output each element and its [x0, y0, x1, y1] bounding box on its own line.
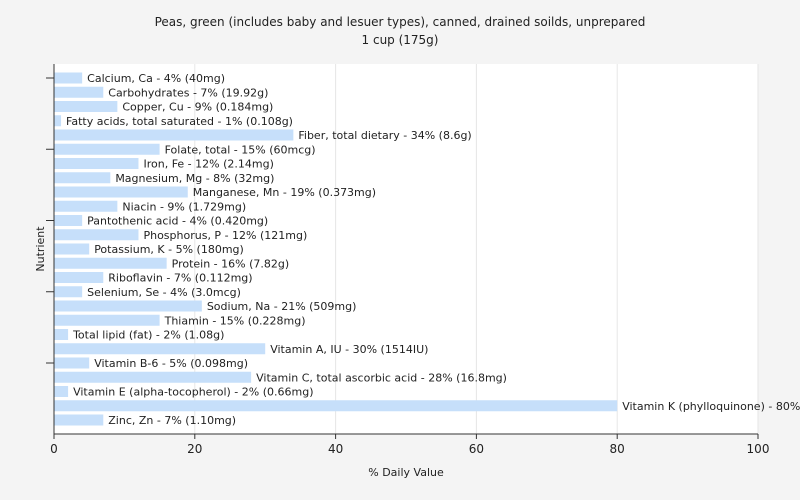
bar	[54, 314, 160, 326]
bar-label: Thiamin - 15% (0.228mg)	[164, 314, 306, 327]
x-tick-label: 0	[50, 442, 58, 456]
y-axis-label: Nutrient	[34, 226, 47, 272]
bar-label: Total lipid (fat) - 2% (1.08g)	[72, 329, 224, 342]
bar	[54, 414, 104, 426]
bar	[54, 115, 62, 127]
bar	[54, 329, 69, 340]
bar	[54, 229, 139, 241]
bar-label: Zinc, Zn - 7% (1.10mg)	[108, 414, 236, 427]
bar	[54, 186, 188, 198]
bar-label: Selenium, Se - 4% (3.0mcg)	[87, 286, 241, 299]
bar	[54, 101, 118, 112]
x-tick-label: 40	[328, 442, 343, 456]
bar-label: Fiber, total dietary - 34% (8.6g)	[298, 129, 471, 142]
bar-label: Potassium, K - 5% (180mg)	[94, 243, 244, 256]
bar	[54, 72, 83, 84]
chart-subtitle: 1 cup (175g)	[361, 33, 439, 47]
bar	[54, 243, 90, 255]
bar	[54, 371, 252, 383]
x-axis-label: % Daily Value	[368, 466, 444, 479]
bar	[54, 158, 139, 169]
bar	[54, 300, 202, 312]
bar-label: Sodium, Na - 21% (509mg)	[207, 300, 357, 313]
bar-label: Vitamin B-6 - 5% (0.098mg)	[94, 357, 248, 370]
bar-label: Protein - 16% (7.82g)	[172, 257, 290, 270]
bar-label: Vitamin A, IU - 30% (1514IU)	[270, 343, 428, 356]
bar	[54, 286, 83, 298]
bar-label: Vitamin E (alpha-tocopherol) - 2% (0.66m…	[73, 386, 313, 399]
chart-title: Peas, green (includes baby and lesuer ty…	[154, 15, 646, 29]
bar	[54, 200, 118, 212]
bar-label: Phosphorus, P - 12% (121mg)	[143, 229, 307, 242]
bar	[54, 400, 618, 412]
bar-label: Vitamin C, total ascorbic acid - 28% (16…	[256, 371, 507, 384]
bar-label: Folate, total - 15% (60mcg)	[165, 143, 316, 156]
bar	[54, 257, 167, 269]
x-tick-label: 20	[187, 442, 202, 456]
bar-label: Carbohydrates - 7% (19.92g)	[108, 86, 268, 99]
bar-label: Copper, Cu - 9% (0.184mg)	[122, 101, 273, 114]
bar	[54, 343, 266, 355]
bar	[54, 172, 111, 184]
bar-label: Manganese, Mn - 19% (0.373mg)	[193, 186, 376, 199]
bar	[54, 272, 104, 283]
bar-label: Calcium, Ca - 4% (40mg)	[87, 72, 225, 85]
bar-label: Fatty acids, total saturated - 1% (0.108…	[66, 115, 293, 128]
bar-label: Vitamin K (phylloquinone) - 80% (64.4mcg…	[622, 400, 800, 413]
bar	[54, 215, 83, 226]
bar	[54, 143, 160, 155]
bar	[54, 86, 104, 98]
x-tick-label: 80	[610, 442, 625, 456]
bar-label: Riboflavin - 7% (0.112mg)	[108, 272, 252, 285]
bar-label: Magnesium, Mg - 8% (32mg)	[115, 172, 274, 185]
x-tick-label: 60	[469, 442, 484, 456]
bar-label: Niacin - 9% (1.729mg)	[122, 200, 246, 213]
bar	[54, 129, 294, 141]
bar	[54, 386, 69, 397]
bar-label: Iron, Fe - 12% (2.14mg)	[143, 158, 273, 171]
bar	[54, 357, 90, 369]
bar-label: Pantothenic acid - 4% (0.420mg)	[87, 215, 268, 228]
x-tick-label: 100	[747, 442, 770, 456]
